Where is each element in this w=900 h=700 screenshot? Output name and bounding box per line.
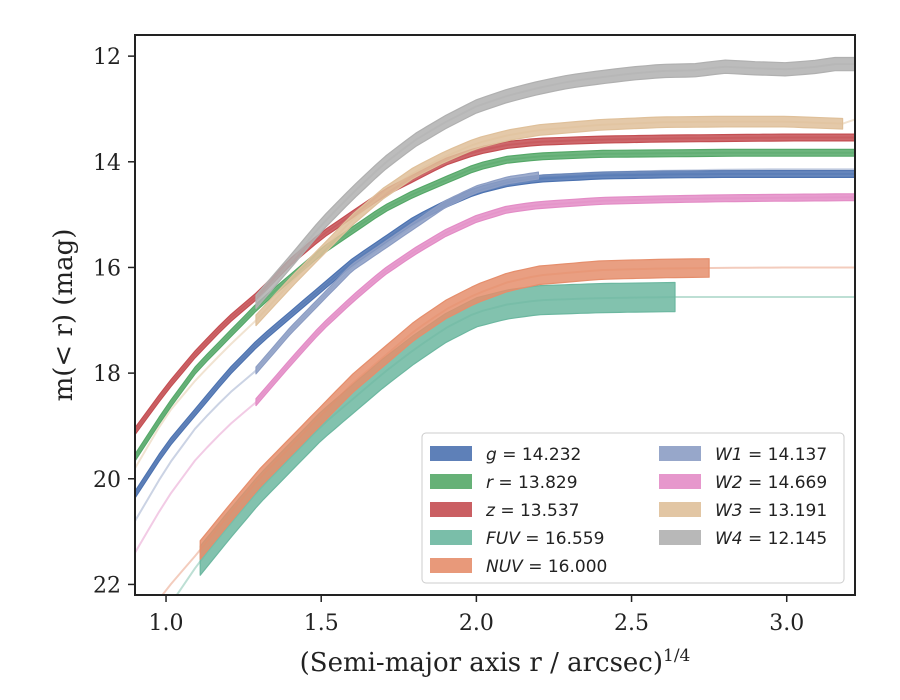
y-axis-label: m(< r) (mag): [49, 229, 79, 402]
y-tick-label: 16: [93, 256, 121, 281]
plot-frame: [134, 34, 856, 596]
legend-item-w2: W2 = 14.669: [659, 473, 827, 493]
y-tick-label: 12: [93, 45, 121, 70]
legend-label: W1 = 14.137: [715, 445, 827, 465]
series-w1-band: [255, 171, 539, 375]
legend-item-z: z = 13.537: [430, 501, 579, 521]
y-tick-label: 18: [93, 362, 121, 387]
legend-item-r: r = 13.829: [430, 473, 578, 493]
x-tick-label: 1.5: [304, 611, 339, 636]
legend-swatch: [430, 474, 472, 489]
series-w4: [255, 56, 855, 309]
legend-item-fuv: FUV = 16.559: [430, 529, 604, 549]
legend: g = 14.232 r = 13.829 z = 13.537 FUV = 16.5…: [421, 432, 845, 584]
x-tick-label: 2.0: [459, 611, 494, 636]
series-layer: [135, 56, 855, 595]
legend-label: NUV = 16.000: [486, 557, 607, 577]
legend-item-w3: W3 = 13.191: [659, 501, 827, 521]
series-r-band: [135, 148, 855, 462]
legend-swatch: [430, 530, 472, 545]
series-w3: [135, 115, 855, 469]
y-tick-label: 22: [93, 573, 121, 598]
x-tick-label: 2.5: [614, 611, 649, 636]
legend-swatch: [659, 474, 701, 489]
legend-label: FUV = 16.559: [486, 529, 604, 549]
legend-swatch: [430, 446, 472, 461]
legend-label: r = 13.829: [486, 473, 578, 493]
legend-label: z = 13.537: [485, 501, 579, 521]
legend-item-w1: W1 = 14.137: [659, 445, 827, 465]
series-r: [135, 148, 855, 462]
series-w3-band: [255, 115, 844, 327]
legend-label: g = 14.232: [486, 445, 581, 465]
legend-label: W2 = 14.669: [715, 473, 827, 493]
x-axis-label-exponent: 1/4: [663, 646, 690, 666]
legend-box: [421, 432, 845, 584]
series-nuv: [161, 258, 855, 595]
series-w2: [135, 193, 855, 554]
legend-swatch: [430, 502, 472, 517]
x-tick-label: 1.0: [149, 611, 184, 636]
legend-swatch: [659, 502, 701, 517]
series-nuv-band: [199, 258, 710, 560]
series-w1: [135, 168, 855, 522]
legend-swatch: [659, 530, 701, 545]
legend-item-g: g = 14.232: [430, 445, 581, 465]
legend-label: W4 = 12.145: [715, 529, 827, 549]
legend-item-nuv: NUV = 16.000: [430, 557, 607, 577]
x-axis-label-main: (Semi-major axis r / arcsec): [300, 648, 663, 678]
legend-swatch: [659, 446, 701, 461]
x-tick-label: 3.0: [769, 611, 804, 636]
x-axis-label: (Semi-major axis r / arcsec)1/4: [300, 646, 691, 678]
legend-label: W3 = 13.191: [715, 501, 827, 521]
y-tick-label: 14: [93, 151, 121, 176]
y-tick-label: 20: [93, 468, 121, 493]
legend-swatch: [430, 558, 472, 573]
legend-item-w4: W4 = 12.145: [659, 529, 827, 549]
ticks-layer: 1.0 1.5 2.0 2.5 3.0 12 14 16 18 20 22: [93, 45, 804, 636]
series-w2-band: [255, 193, 855, 407]
legend-items: g = 14.232 r = 13.829 z = 13.537 FUV = 16.5…: [430, 445, 827, 577]
series-w4-band: [255, 56, 855, 309]
